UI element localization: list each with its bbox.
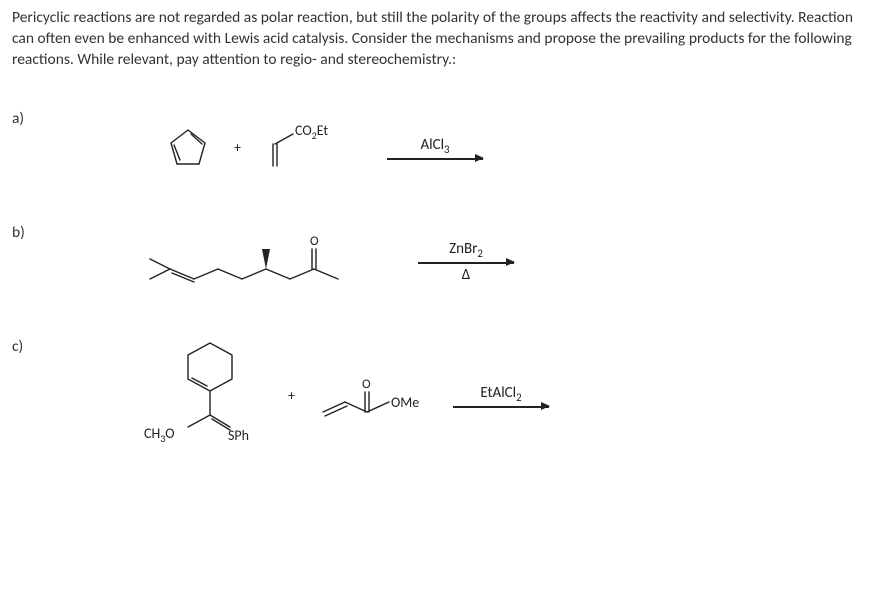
arrow-c: EtAlCl2: [453, 384, 549, 408]
co2et-label: CO2Et: [295, 122, 328, 142]
methyl-acrylate-structure: O OMe: [313, 364, 433, 428]
problem-c-scheme: CH3O SPh + O: [40, 331, 874, 461]
arrow-b-line: [418, 262, 514, 264]
svg-text:O: O: [362, 377, 371, 392]
cyclopentadiene-structure: [160, 120, 216, 176]
problem-b-scheme: O ZnBr2 Δ: [40, 227, 874, 297]
problem-a-label: a): [12, 103, 40, 128]
plus-sign-a: +: [234, 139, 241, 156]
arrow-a-reagent: AlCl3: [420, 136, 449, 156]
arrow-c-reagent: EtAlCl2: [480, 384, 521, 404]
plus-sign-c: +: [288, 387, 295, 404]
problem-a: a) +: [12, 103, 874, 193]
diene-c-structure: CH3O SPh: [140, 331, 270, 461]
problem-b: b): [12, 217, 874, 307]
arrow-a: AlCl3: [387, 136, 483, 160]
problems-container: a) +: [12, 103, 874, 461]
arrow-b-reagent: ZnBr2: [449, 240, 483, 260]
sph-label: SPh: [228, 427, 249, 444]
arrow-b-heat: Δ: [462, 266, 470, 284]
arrow-b: ZnBr2 Δ: [418, 240, 514, 284]
problem-c-label: c): [12, 331, 40, 356]
arrow-a-line: [387, 158, 483, 160]
problem-a-scheme: + CO2Et AlCl3: [40, 120, 874, 176]
intro-paragraph: Pericyclic reactions are not regarded as…: [12, 8, 874, 71]
ch3o-label: CH3O: [144, 425, 175, 445]
problem-c: c): [12, 331, 874, 461]
problem-b-label: b): [12, 217, 40, 242]
ome-label: OMe: [391, 394, 419, 411]
arrow-c-line: [453, 406, 549, 408]
svg-text:O: O: [310, 234, 319, 249]
acrylate-structure: CO2Et: [259, 120, 351, 176]
enone-chain-structure: O: [140, 227, 390, 297]
